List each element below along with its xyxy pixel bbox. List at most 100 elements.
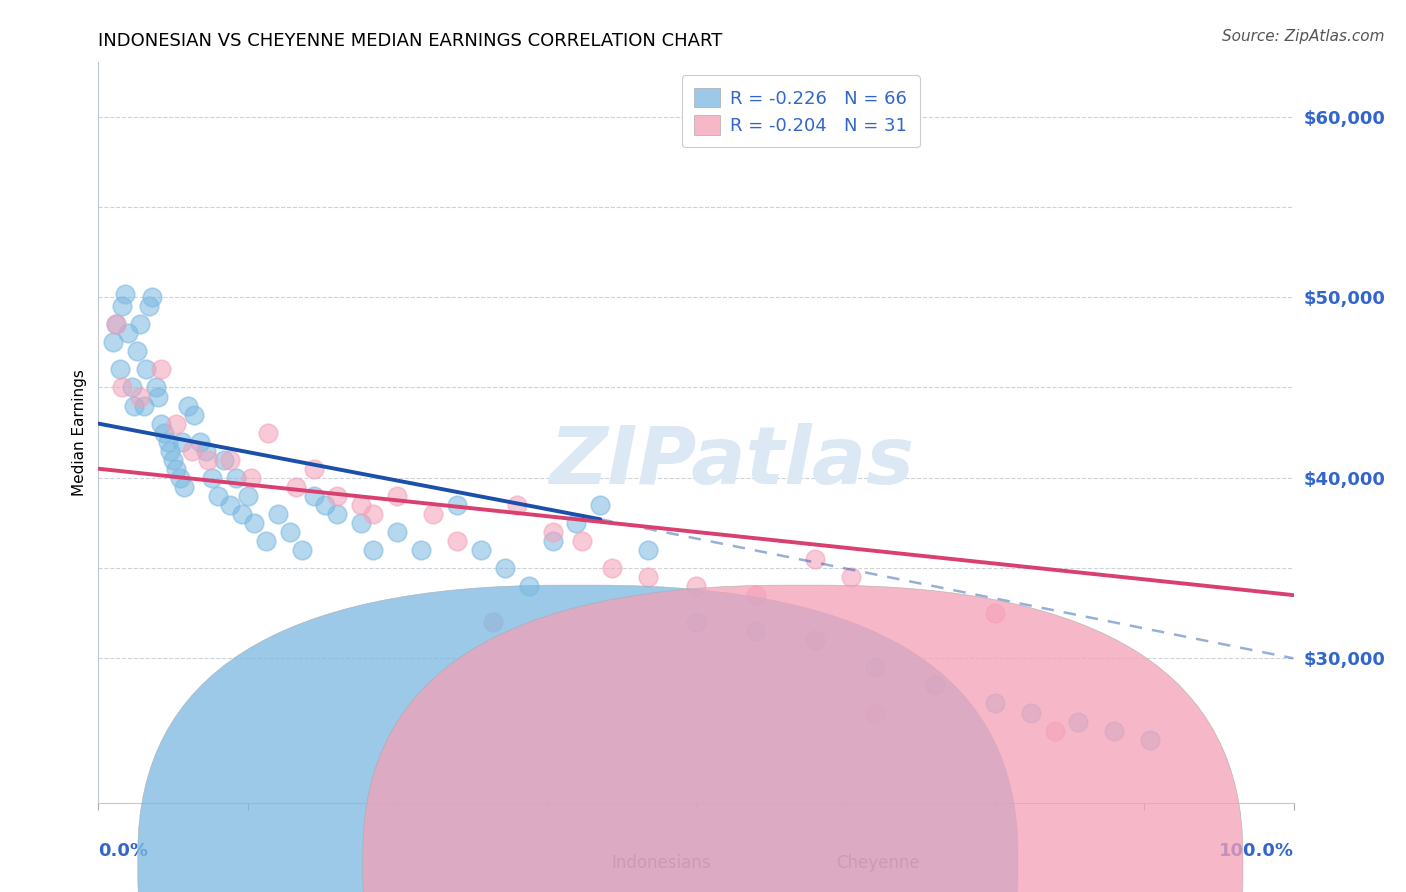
Point bbox=[240, 471, 263, 485]
Point bbox=[173, 480, 195, 494]
Point bbox=[108, 362, 131, 376]
Point bbox=[132, 399, 155, 413]
Point bbox=[169, 471, 191, 485]
Point bbox=[446, 498, 468, 512]
Point bbox=[804, 633, 827, 648]
Text: 100.0%: 100.0% bbox=[1219, 842, 1294, 860]
Point bbox=[284, 480, 307, 494]
Point bbox=[422, 507, 444, 521]
Point bbox=[1067, 714, 1090, 729]
Point bbox=[159, 443, 181, 458]
Point bbox=[124, 399, 146, 413]
Text: Source: ZipAtlas.com: Source: ZipAtlas.com bbox=[1222, 29, 1385, 44]
Text: INDONESIAN VS CHEYENNE MEDIAN EARNINGS CORRELATION CHART: INDONESIAN VS CHEYENNE MEDIAN EARNINGS C… bbox=[98, 32, 723, 50]
Point bbox=[212, 452, 235, 467]
Point bbox=[141, 290, 163, 304]
Point bbox=[149, 362, 172, 376]
Point bbox=[165, 461, 187, 475]
Point bbox=[541, 524, 564, 539]
Point bbox=[117, 326, 139, 341]
Point bbox=[257, 425, 280, 440]
Point bbox=[291, 543, 314, 558]
Point bbox=[219, 452, 242, 467]
Point bbox=[183, 408, 205, 422]
Point bbox=[637, 543, 659, 558]
Point bbox=[145, 380, 167, 394]
Point bbox=[180, 443, 202, 458]
Point bbox=[219, 498, 242, 512]
Point bbox=[924, 678, 946, 692]
Text: 0.0%: 0.0% bbox=[98, 842, 149, 860]
Point bbox=[350, 516, 373, 530]
Point bbox=[745, 588, 768, 602]
Point bbox=[1043, 723, 1066, 738]
Legend: R = -0.226   N = 66, R = -0.204   N = 31: R = -0.226 N = 66, R = -0.204 N = 31 bbox=[682, 75, 920, 147]
Point bbox=[517, 579, 540, 593]
Point bbox=[225, 471, 247, 485]
Point bbox=[385, 489, 409, 503]
Point bbox=[494, 561, 516, 575]
Point bbox=[1139, 732, 1161, 747]
Point bbox=[565, 516, 588, 530]
Point bbox=[804, 552, 827, 566]
Point bbox=[188, 434, 211, 449]
Point bbox=[363, 507, 385, 521]
Point bbox=[506, 498, 529, 512]
Point bbox=[589, 498, 612, 512]
Point bbox=[685, 615, 707, 630]
Point bbox=[129, 318, 152, 332]
Point bbox=[197, 452, 219, 467]
Point bbox=[350, 498, 373, 512]
Point bbox=[984, 606, 1007, 620]
Point bbox=[385, 524, 409, 539]
Point bbox=[165, 417, 187, 431]
Point bbox=[236, 489, 259, 503]
Point bbox=[231, 507, 253, 521]
Point bbox=[571, 533, 593, 548]
Point bbox=[254, 533, 277, 548]
Point bbox=[129, 390, 152, 404]
Point bbox=[302, 489, 325, 503]
Point bbox=[470, 543, 492, 558]
Point bbox=[105, 318, 128, 332]
Point bbox=[135, 362, 157, 376]
Point bbox=[101, 335, 124, 350]
Point bbox=[111, 299, 134, 313]
Point bbox=[138, 299, 160, 313]
Point bbox=[541, 533, 564, 548]
Point bbox=[637, 570, 659, 584]
Point bbox=[177, 399, 200, 413]
Point bbox=[865, 706, 887, 720]
Point bbox=[153, 425, 176, 440]
Text: Indonesians: Indonesians bbox=[612, 854, 711, 871]
Point bbox=[162, 452, 184, 467]
Point bbox=[326, 507, 349, 521]
Point bbox=[207, 489, 229, 503]
Point bbox=[105, 318, 128, 332]
Point bbox=[1019, 706, 1042, 720]
Point bbox=[278, 524, 301, 539]
Text: ZIPatlas: ZIPatlas bbox=[550, 423, 914, 501]
Point bbox=[156, 434, 179, 449]
Text: Cheyenne: Cheyenne bbox=[837, 854, 920, 871]
Point bbox=[302, 461, 325, 475]
Point bbox=[363, 543, 385, 558]
Y-axis label: Median Earnings: Median Earnings bbox=[72, 369, 87, 496]
Point bbox=[201, 471, 224, 485]
Point bbox=[865, 660, 887, 674]
Point bbox=[984, 697, 1007, 711]
Point bbox=[114, 286, 136, 301]
Point bbox=[482, 615, 505, 630]
Point bbox=[1104, 723, 1126, 738]
Point bbox=[172, 434, 194, 449]
Point bbox=[148, 390, 170, 404]
Point bbox=[685, 579, 707, 593]
Point bbox=[446, 533, 468, 548]
Point bbox=[411, 543, 433, 558]
Point bbox=[326, 489, 349, 503]
Point bbox=[121, 380, 143, 394]
Point bbox=[315, 498, 337, 512]
Point bbox=[602, 561, 624, 575]
Point bbox=[267, 507, 290, 521]
Point bbox=[195, 443, 218, 458]
